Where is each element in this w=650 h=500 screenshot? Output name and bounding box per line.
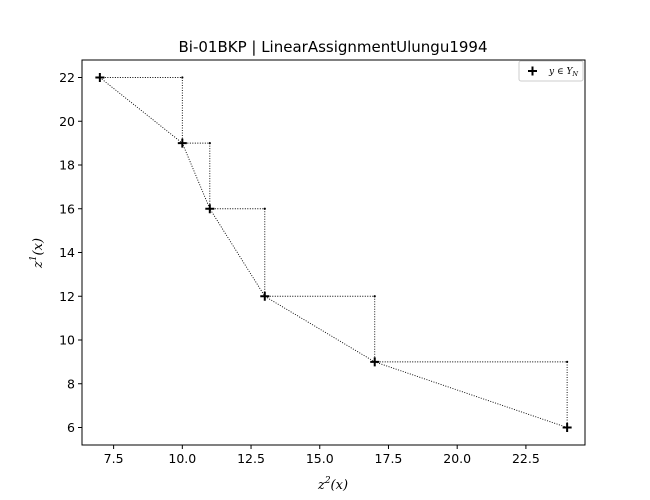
local-nadir-point (566, 360, 569, 363)
nondominated-curve (99, 77, 568, 428)
local-nadir-point (181, 76, 184, 79)
y-tick-label: 6 (67, 420, 75, 435)
x-tick-label: 20.0 (443, 451, 471, 466)
x-tick-label: 22.5 (512, 451, 540, 466)
y-tick-label: 12 (59, 289, 75, 304)
legend: y ∈ YN (518, 60, 584, 82)
y-tick-label: 16 (59, 201, 75, 216)
y-axis-ticks: 6 8 10 12 14 16 18 20 22 (59, 70, 82, 435)
local-nadir-point (373, 295, 376, 298)
y-tick-label: 8 (67, 376, 75, 391)
x-tick-label: 7.5 (104, 451, 124, 466)
y-tick-label: 18 (59, 158, 75, 173)
data-point (205, 204, 215, 214)
x-axis-ticks: 7.5 10.0 12.5 15.0 17.5 20.0 22.5 (104, 445, 540, 466)
local-nadir-point (208, 142, 211, 145)
x-axis-title: z2(x) (317, 476, 348, 493)
y-tick-label: 10 (59, 333, 75, 348)
local-nadir-point (263, 207, 266, 210)
data-point (562, 423, 572, 432)
data-point (370, 357, 380, 367)
legend-marker-icon (528, 66, 537, 76)
step-line (209, 208, 266, 297)
legend-label: y ∈ YN (548, 67, 578, 78)
y-axis-title: z1(x) (29, 238, 46, 269)
x-tick-label: 17.5 (375, 451, 403, 466)
y-tick-label: 20 (59, 114, 75, 129)
y-tick-label: 14 (59, 245, 75, 260)
x-tick-label: 12.5 (237, 451, 265, 466)
chart-title: Bi-01BKP | LinearAssignmentUlungu1994 (178, 38, 487, 56)
data-point (260, 291, 270, 301)
legend-box (518, 60, 584, 82)
data-point (177, 138, 187, 148)
y-tick-label: 22 (59, 70, 75, 85)
x-tick-label: 15.0 (306, 451, 334, 466)
plot-area (81, 59, 586, 446)
x-tick-label: 10.0 (168, 451, 196, 466)
data-point (95, 73, 105, 82)
step-line (264, 295, 376, 362)
axes-frame (81, 59, 586, 446)
